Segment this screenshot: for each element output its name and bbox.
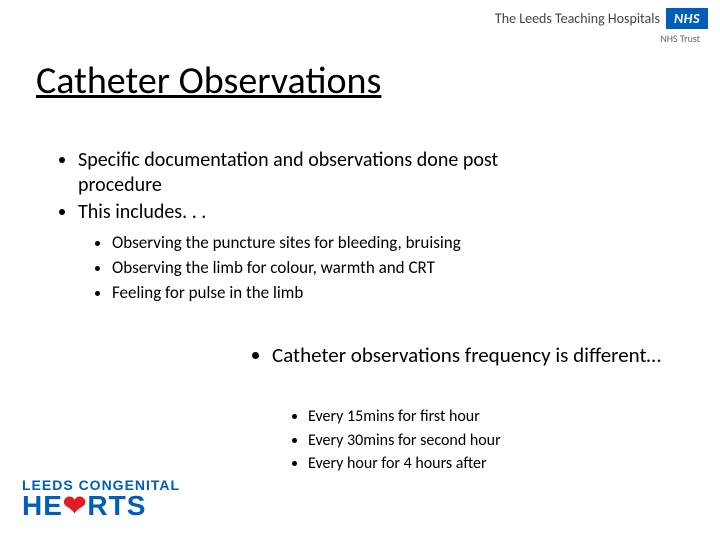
org-name: The Leeds Teaching Hospitals (495, 10, 660, 27)
bullet-list-1: Specific documentation and observations … (60, 148, 560, 227)
list-item: Catheter observations frequency is diffe… (272, 342, 674, 368)
footer-logo: LEEDS CONGENITAL HE❤RTS (22, 478, 180, 520)
footer-logo-post: RTS (87, 490, 146, 521)
bullet-list-4: Every 15mins for first hour Every 30mins… (290, 406, 650, 477)
nhs-subtext: NHS Trust (660, 32, 700, 45)
list-item: Specific documentation and observations … (78, 148, 560, 198)
list-item: Observing the limb for colour, warmth an… (112, 257, 594, 280)
heart-icon: ❤ (63, 492, 87, 520)
list-item: This includes. . . (78, 200, 560, 225)
nhs-header: The Leeds Teaching Hospitals NHS (495, 8, 708, 29)
list-item: Feeling for pulse in the limb (112, 282, 594, 305)
page-title: Catheter Observations (36, 58, 381, 104)
list-item: Every 15mins for first hour (308, 406, 650, 428)
list-item: Observing the puncture sites for bleedin… (112, 232, 594, 255)
nhs-logo: NHS (666, 8, 708, 29)
footer-logo-pre: HE (22, 490, 63, 521)
bullet-list-2: Observing the puncture sites for bleedin… (94, 232, 594, 307)
footer-logo-line2: HE❤RTS (22, 492, 180, 520)
bullet-list-3: Catheter observations frequency is diffe… (254, 342, 674, 370)
list-item: Every hour for 4 hours after (308, 453, 650, 475)
list-item: Every 30mins for second hour (308, 430, 650, 452)
